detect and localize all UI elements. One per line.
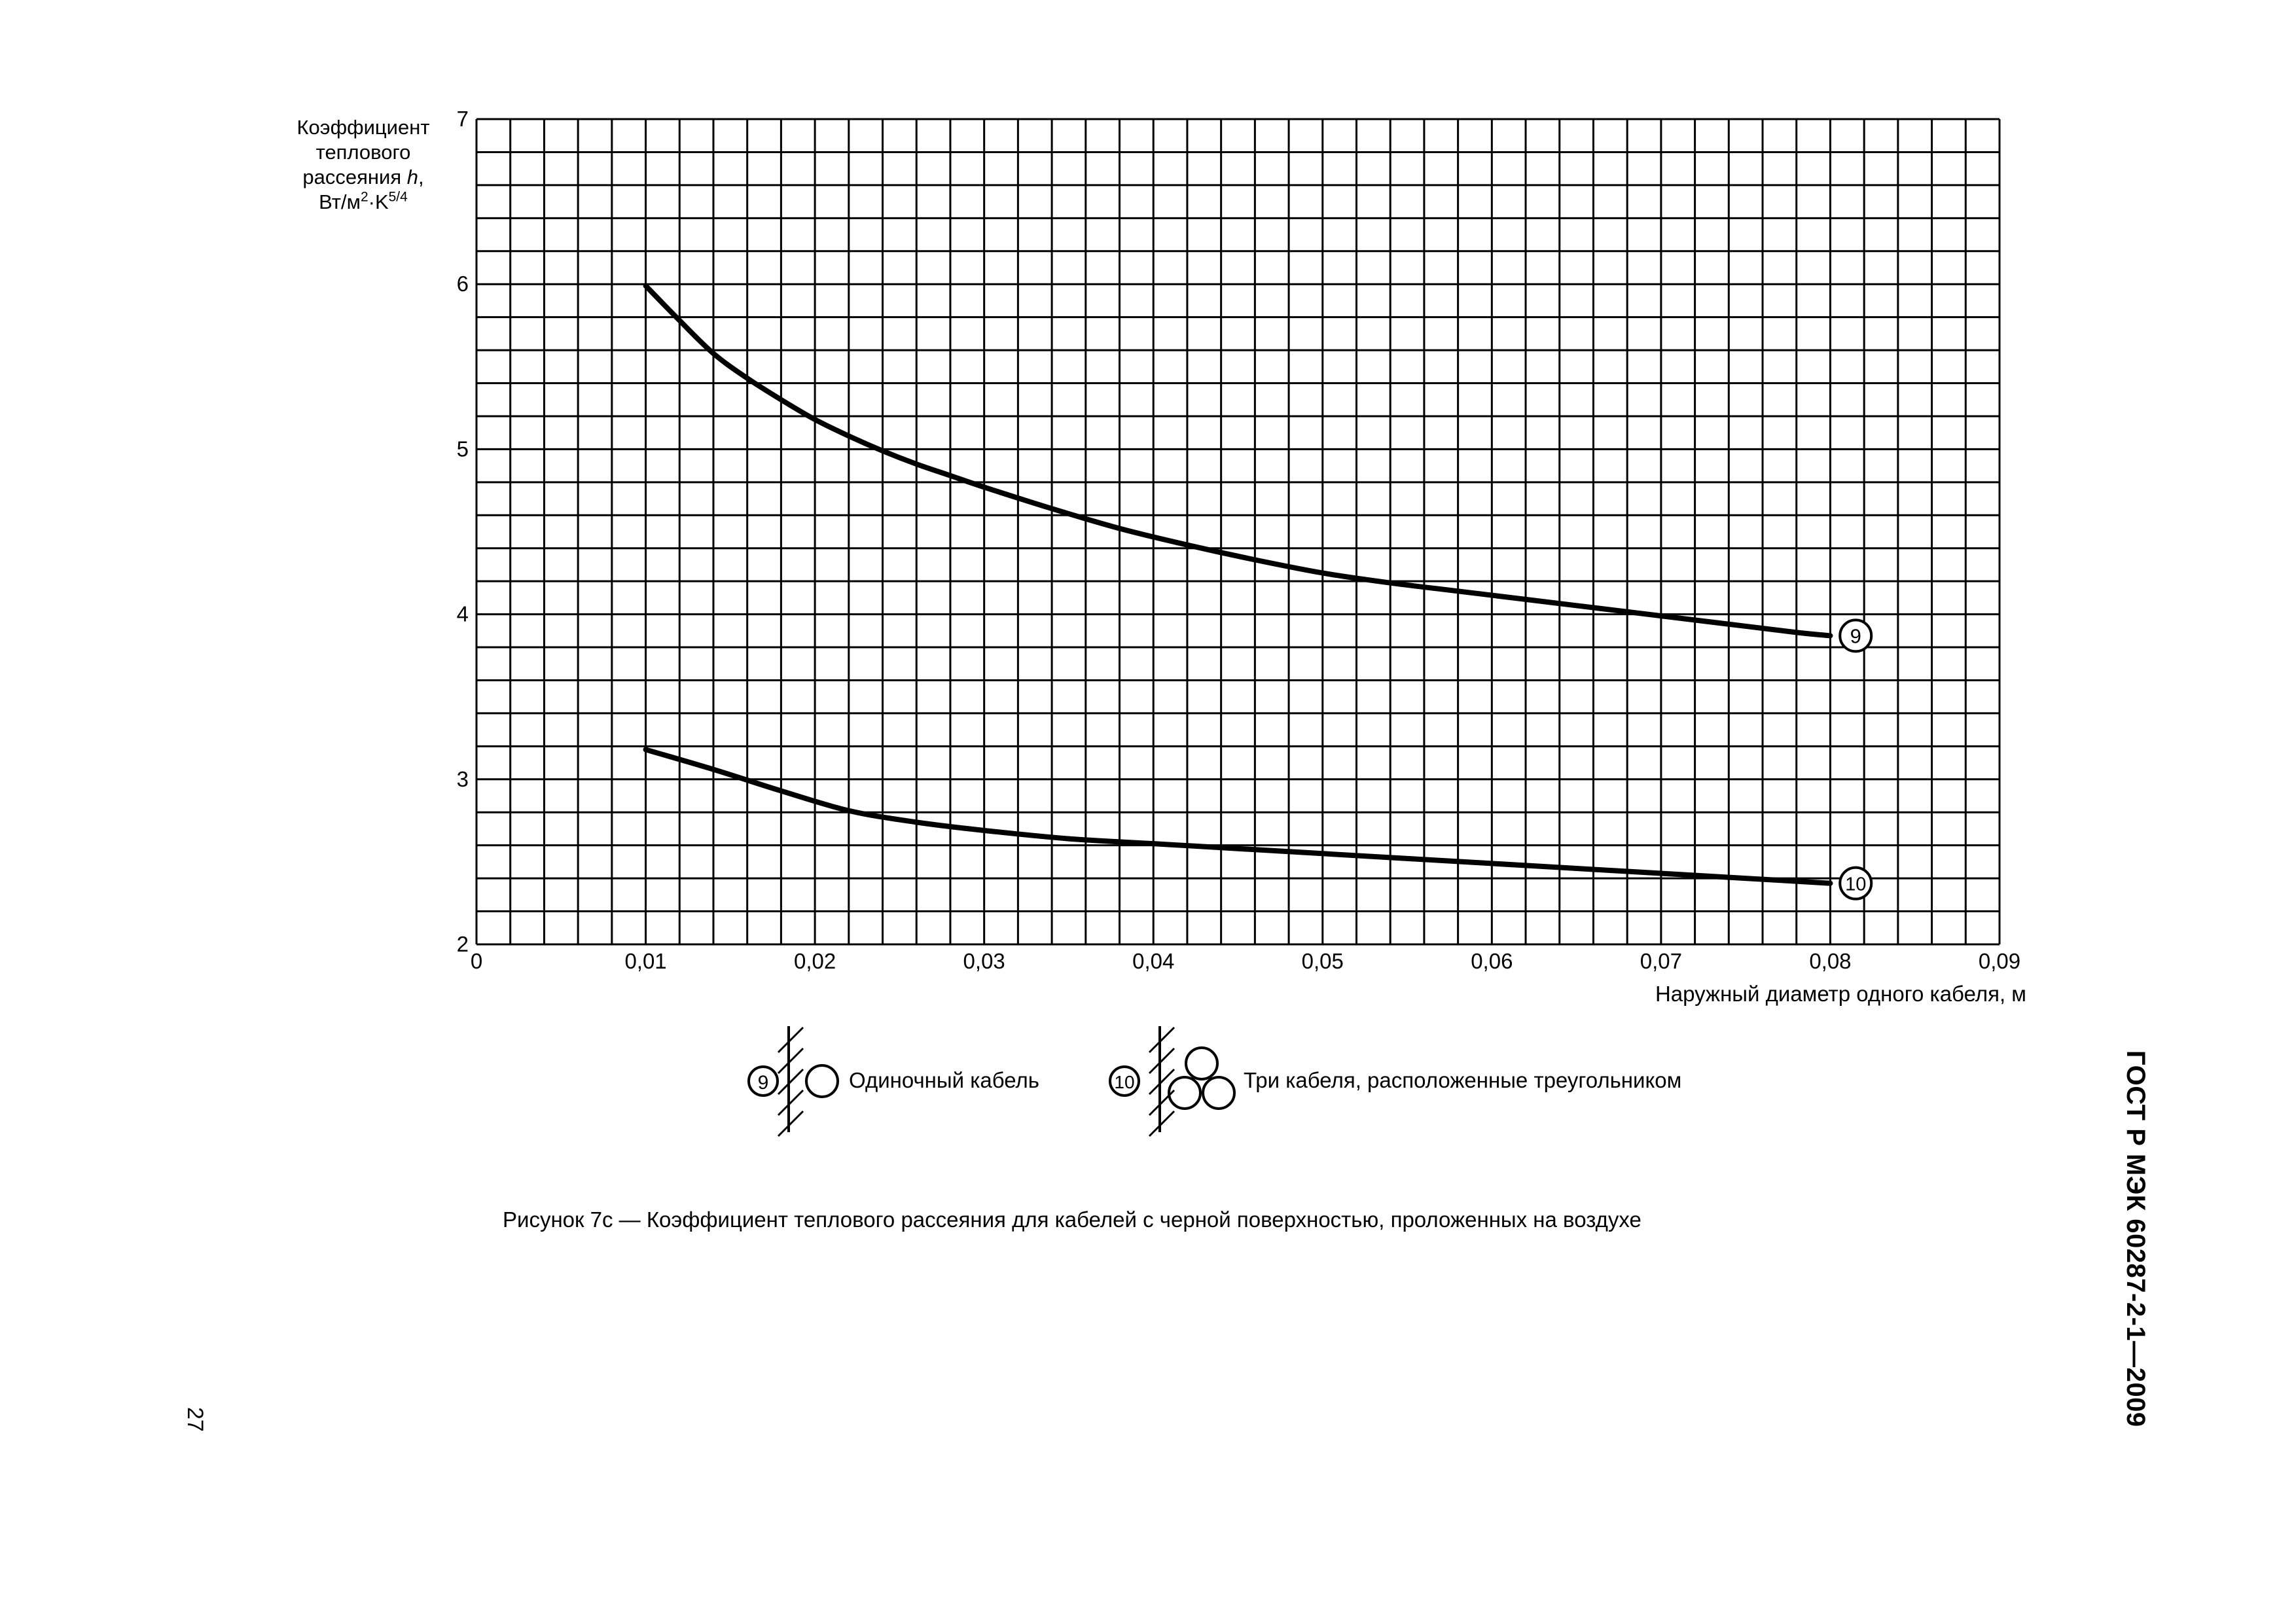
- legend-marker-9: 9: [747, 1065, 779, 1097]
- y-tick-label: 6: [457, 272, 469, 296]
- wall-hatch-icon: [777, 1026, 804, 1137]
- legend-marker-9-text: 9: [758, 1072, 769, 1094]
- legend-label-three-cables: Три кабеля, расположенные треугольником: [1244, 1068, 1682, 1092]
- x-tick-label: 0,04: [1132, 949, 1174, 973]
- series-line-10: [643, 747, 1833, 886]
- y-tick-label: 4: [457, 602, 469, 626]
- x-tick-label: 0,03: [963, 949, 1005, 973]
- x-tick-label: 0: [471, 949, 482, 973]
- series-marker-circle: [1839, 866, 1873, 901]
- y-tick-label: 3: [457, 767, 469, 791]
- legend-label-single-cable: Одиночный кабель: [849, 1068, 1039, 1092]
- chart-grid: [475, 118, 2001, 946]
- figure-caption: Рисунок 7с — Коэффициент теплового рассе…: [503, 1207, 1641, 1232]
- three-cables-trefoil-icon: [1168, 1046, 1236, 1110]
- series-marker-9: 9: [1839, 618, 1873, 653]
- y-axis-label-line-1: Коэффициент: [296, 116, 430, 139]
- x-tick-label: 0,08: [1809, 949, 1851, 973]
- legend-marker-10: 10: [1109, 1065, 1140, 1097]
- y-axis-label-symbol: h: [406, 166, 418, 188]
- chart-series: [643, 283, 1833, 886]
- legend-item-three-cables: 10: [1109, 1026, 1236, 1137]
- legend-marker-10-text: 10: [1114, 1072, 1134, 1092]
- y-axis-units-sup-2: 5/4: [388, 189, 408, 205]
- series-markers: 9 10: [1839, 618, 1873, 901]
- y-axis-label-line-2: теплового: [315, 141, 411, 164]
- y-tick-label: 2: [457, 932, 469, 956]
- y-axis-label-line-3-text: рассеяния: [302, 166, 407, 188]
- x-tick-label: 0,02: [794, 949, 836, 973]
- page-number: 27: [183, 1407, 207, 1432]
- x-tick-label: 0,09: [1979, 949, 2020, 973]
- y-tick-label: 7: [457, 107, 469, 131]
- series-line-9: [643, 283, 1833, 639]
- series-marker-circle: [1839, 618, 1873, 653]
- y-axis-label-line-3-tail: ,: [418, 166, 424, 188]
- y-axis-units-a: Вт/м: [319, 190, 361, 213]
- y-axis-label: Коэффициент теплового рассеяния h, Вт/м2…: [275, 115, 452, 215]
- document-code: ГОСТ Р МЭК 60287-2-1—2009: [2121, 1050, 2150, 1427]
- x-tick-label: 0,07: [1640, 949, 1682, 973]
- x-tick-label: 0,01: [624, 949, 666, 973]
- series-marker-10: 10: [1839, 866, 1873, 901]
- legend-item-single-cable: 9: [747, 1026, 839, 1137]
- x-tick-label: 0,06: [1471, 949, 1513, 973]
- wall-hatch-icon: [1148, 1026, 1175, 1137]
- single-cable-icon: [805, 1064, 839, 1098]
- y-axis-units-sup-1: 2: [360, 189, 368, 205]
- x-tick-label: 0,05: [1302, 949, 1344, 973]
- series-marker-label: 10: [1845, 874, 1866, 895]
- y-tick-label: 5: [457, 437, 469, 461]
- y-axis-units-b: ·K: [368, 190, 389, 213]
- y-axis-label-line-3: рассеяния h,: [275, 165, 452, 190]
- series-marker-label: 9: [1850, 624, 1861, 647]
- x-axis-label: Наружный диаметр одного кабеля, м: [1655, 982, 2026, 1006]
- y-axis-label-units: Вт/м2·K5/4: [275, 190, 452, 215]
- chart-ticks: 0 0,01 0,02 0,03 0,04 0,05 0,06 0,07 0,08 0,09 2 3 4…: [457, 107, 2020, 973]
